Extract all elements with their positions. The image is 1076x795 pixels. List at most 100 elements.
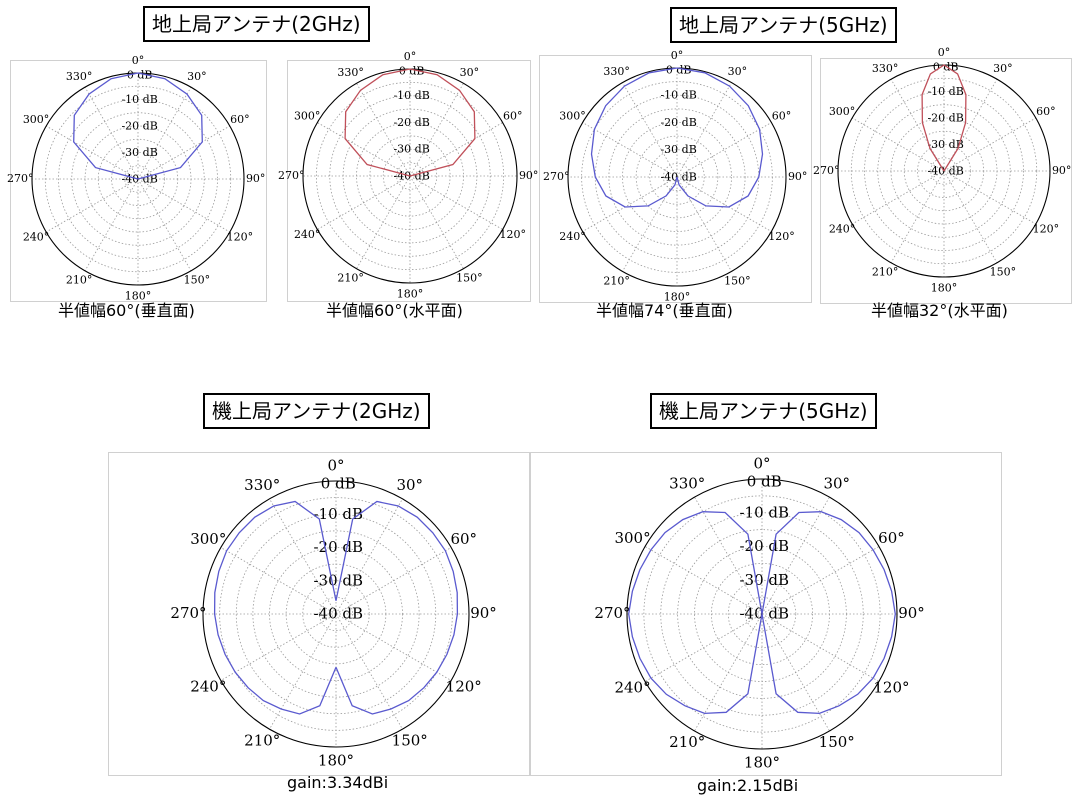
title-ground-5ghz: 地上局アンテナ(5GHz) [670, 7, 897, 43]
angle-label: 330° [66, 70, 93, 83]
angle-label: 300° [190, 530, 226, 548]
angle-label: 300° [559, 109, 586, 122]
grid-circle [660, 512, 864, 716]
angle-label: 60° [772, 109, 792, 122]
radial-label: -30 dB [121, 146, 157, 159]
angle-label: 30° [823, 474, 850, 492]
radial-label: -30 dB [927, 138, 963, 151]
angle-label: 120° [768, 230, 795, 243]
angle-label: 330° [669, 474, 705, 492]
angle-label: 240° [190, 678, 226, 696]
angle-label: 60° [503, 109, 523, 122]
polar-chart-ground-5ghz-horizontal [820, 58, 1072, 304]
angle-label: 330° [244, 476, 280, 494]
angle-label: 150° [990, 266, 1017, 279]
angle-label: 300° [294, 109, 321, 122]
angle-label: 270° [543, 170, 570, 183]
grid-spoke [84, 87, 139, 180]
angle-label: 90° [898, 604, 925, 622]
angle-label: 90° [470, 604, 497, 622]
angle-label: 240° [614, 679, 650, 697]
angle-label: 0° [753, 454, 770, 472]
angle-label: 120° [227, 231, 254, 244]
grid-circle [864, 91, 1024, 251]
grid-circle [744, 596, 780, 632]
angle-label: 30° [396, 476, 423, 494]
grid-circle [302, 580, 370, 648]
angle-label: 150° [184, 274, 211, 287]
angle-label: 30° [993, 62, 1013, 75]
angle-label: 210° [603, 274, 630, 287]
grid-spoke [269, 498, 337, 615]
radial-label: -10 dB [313, 505, 363, 523]
caption-ground-2ghz-vertical: 半値幅60°(垂直面) [58, 301, 195, 320]
grid-spoke [46, 178, 139, 233]
radial-label: -20 dB [739, 537, 789, 555]
polar-chart-ground-5ghz-vertical [539, 55, 812, 303]
grid-spoke [943, 170, 998, 263]
radial-label: -20 dB [660, 116, 696, 129]
grid-spoke [644, 546, 763, 615]
grid-spoke [852, 117, 945, 172]
radial-label: -20 dB [927, 111, 963, 124]
radial-label: -10 dB [393, 89, 429, 102]
angle-label: 60° [1036, 105, 1056, 118]
grid-spoke [137, 178, 230, 233]
angle-label: 240° [559, 230, 586, 243]
radial-label: -20 dB [121, 119, 157, 132]
caption-ground-5ghz-horizontal: 半値幅32°(水平面) [871, 301, 1008, 320]
grid-spoke [761, 546, 880, 615]
angle-label: 30° [187, 70, 207, 83]
grid-spoke [582, 122, 678, 178]
caption-air-2ghz: gain:3.34dBi [287, 773, 389, 792]
grid-circle [318, 596, 354, 632]
angle-label: 0° [132, 54, 145, 67]
angle-label: 90° [519, 169, 539, 182]
grid-circle [315, 81, 505, 271]
angle-label: 90° [788, 170, 808, 183]
grid-circle [635, 135, 719, 219]
radial-label: -30 dB [393, 143, 429, 156]
angle-label: 60° [878, 529, 905, 547]
angle-label: 150° [819, 733, 855, 751]
angle-label: 120° [873, 679, 909, 697]
polar-chart-ground-2ghz-horizontal [287, 60, 531, 302]
caption-ground-2ghz-horizontal: 半値幅60°(水平面) [326, 301, 463, 320]
angle-label: 330° [872, 62, 899, 75]
angle-label: 120° [1033, 223, 1060, 236]
angle-label: 240° [294, 228, 321, 241]
grid-spoke [269, 613, 337, 730]
grid-circle [662, 162, 692, 192]
radial-label: -10 dB [927, 85, 963, 98]
angle-label: 210° [669, 733, 705, 751]
radial-label: 0 dB [127, 69, 153, 82]
angle-label: 60° [230, 113, 250, 126]
grid-circle [622, 122, 732, 232]
grid-circle [877, 104, 1011, 238]
grid-spoke [582, 176, 678, 232]
radial-label: -40 dB [927, 164, 963, 177]
angle-label: 270° [7, 172, 34, 185]
grid-spoke [356, 175, 411, 269]
grid-spoke [317, 175, 411, 230]
angle-label: 300° [614, 529, 650, 547]
grid-spoke [335, 547, 452, 615]
grid-spoke [943, 117, 1036, 172]
grid-spoke [46, 125, 139, 180]
radial-label: -40 dB [313, 605, 363, 623]
angle-label: 300° [829, 105, 856, 118]
angle-label: 270° [170, 604, 206, 622]
grid-spoke [890, 170, 945, 263]
caption-ground-5ghz-vertical: 半値幅74°(垂直面) [596, 301, 733, 320]
grid-circle [329, 95, 491, 257]
angle-label: 0° [404, 50, 417, 63]
angle-label: 210° [337, 272, 364, 285]
radial-label: -30 dB [660, 143, 696, 156]
grid-spoke [694, 613, 763, 732]
grid-spoke [220, 613, 337, 681]
angle-label: 150° [456, 272, 483, 285]
grid-circle [727, 579, 797, 649]
grid-spoke [137, 125, 230, 180]
angle-label: 90° [1052, 164, 1072, 177]
angle-label: 210° [66, 274, 93, 287]
